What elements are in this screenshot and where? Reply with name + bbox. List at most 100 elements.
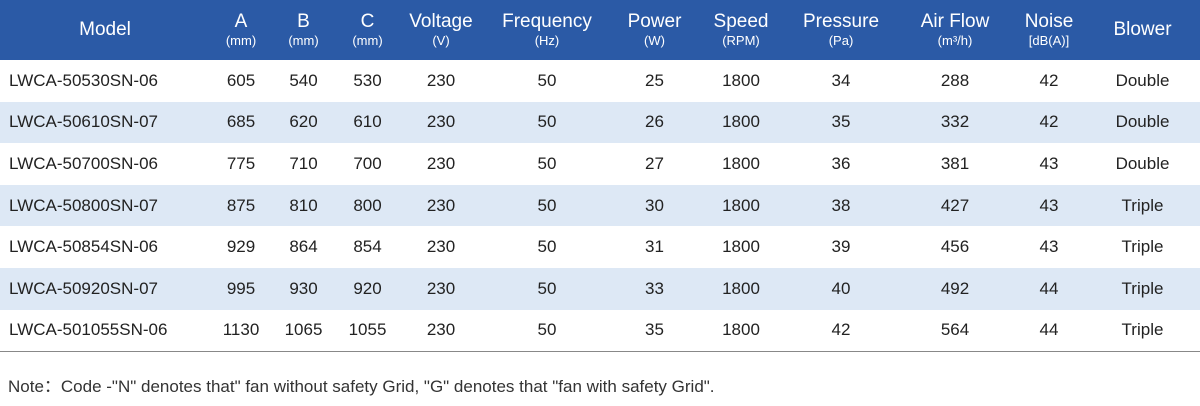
cell: 43 [1039, 153, 1059, 173]
cell: 995 [210, 267, 272, 310]
cell: 1800 [697, 309, 785, 353]
cell: 700 [353, 153, 382, 173]
cell: 35 [785, 101, 897, 144]
cell: 456 [940, 237, 970, 257]
cell: 1055 [335, 309, 400, 353]
cell: 27 [645, 153, 664, 173]
cell: 50 [537, 70, 557, 90]
table-row: LWCA-50530SN-06 605 540 530 230 50 25 1800 34 288… [0, 60, 1200, 102]
cell: 44 [1013, 267, 1085, 310]
cell: 610 [335, 101, 400, 144]
header-name: B [297, 11, 310, 33]
column-header: C (mm) [335, 0, 400, 60]
table-row: LWCA-50800SN-07 875 810 800 230 50 30 1800 38 427… [0, 184, 1200, 227]
cell: 33 [612, 267, 697, 310]
header-unit: [dB(A)] [1028, 33, 1070, 49]
cell: 50 [482, 267, 612, 310]
note: Note：Code -"N" denotes that" fan without… [8, 377, 715, 396]
column-header: B (mm) [272, 0, 335, 60]
cell: 38 [785, 184, 897, 227]
cell: 34 [831, 70, 851, 90]
cell: 800 [335, 184, 400, 227]
header-name: Speed [713, 11, 769, 33]
header-unit: (m³/h) [937, 33, 973, 49]
cell: 1800 [722, 70, 760, 90]
cell: 1065 [272, 309, 335, 353]
column-header: Noise [dB(A)] [1013, 0, 1085, 60]
table-row: LWCA-50610SN-07 685 620 610 230 50 26 1800 35 332… [0, 101, 1200, 144]
cell: 50 [482, 101, 612, 144]
cell: 42 [785, 309, 897, 353]
cell: 920 [335, 267, 400, 310]
cell: 44 [1013, 309, 1085, 353]
cell: 230 [426, 70, 456, 90]
cell: 30 [612, 184, 697, 227]
header-name: Air Flow [920, 11, 990, 33]
table-row: LWCA-50854SN-06 929 864 854 230 50 31 1800 39 456… [0, 226, 1200, 268]
header-name: Pressure [802, 11, 880, 33]
model-cell: LWCA-50530SN-06 [9, 70, 158, 90]
cell: 775 [226, 153, 256, 173]
cell: 930 [272, 267, 335, 310]
cell: 230 [426, 237, 456, 257]
model-cell: LWCA-501055SN-06 [0, 309, 210, 353]
cell: 875 [210, 184, 272, 227]
header-unit: (RPM) [722, 33, 760, 49]
cell: 230 [400, 101, 482, 144]
cell: 43 [1039, 237, 1059, 257]
header-name: Noise [1024, 11, 1074, 33]
header-name: Power [627, 11, 682, 33]
cell: 381 [940, 153, 970, 173]
header-unit: (V) [432, 33, 450, 49]
cell: 427 [897, 184, 1013, 227]
header-name: Blower [1113, 19, 1172, 41]
table-row: LWCA-501055SN-06 1130 1065 1055 230 50 35 1800 4… [0, 309, 1200, 353]
header-name: Model [79, 19, 131, 41]
cell: 710 [289, 153, 318, 173]
cell: 530 [353, 70, 382, 90]
header-unit: (W) [644, 33, 665, 49]
cell: 230 [400, 184, 482, 227]
table-row: LWCA-50700SN-06 775 710 700 230 50 27 1800 36 381… [0, 143, 1200, 185]
column-header: Blower [1085, 0, 1200, 60]
cell: 605 [226, 70, 256, 90]
cell: 31 [645, 237, 664, 257]
cell: 50 [537, 153, 557, 173]
cell: 39 [831, 237, 851, 257]
cell: Double [1115, 153, 1170, 173]
model-cell: LWCA-50920SN-07 [0, 267, 210, 310]
column-header: Pressure (Pa) [785, 0, 897, 60]
cell: 864 [289, 237, 318, 257]
cell: 620 [272, 101, 335, 144]
header-unit: (Hz) [534, 33, 560, 49]
cell: Double [1115, 70, 1170, 90]
cell: 50 [537, 237, 557, 257]
column-header: Power (W) [612, 0, 697, 60]
header-unit: (mm) [288, 33, 319, 49]
model-cell: LWCA-50610SN-07 [0, 101, 210, 144]
cell: 1800 [697, 184, 785, 227]
header-unit: (mm) [352, 33, 383, 49]
cell: 230 [426, 153, 456, 173]
column-header: Air Flow (m³/h) [897, 0, 1013, 60]
column-header: A (mm) [210, 0, 272, 60]
cell: 492 [897, 267, 1013, 310]
cell: 540 [289, 70, 318, 90]
model-cell: LWCA-50700SN-06 [9, 153, 158, 173]
header-name: C [360, 11, 375, 33]
column-header: Frequency (Hz) [482, 0, 612, 60]
header-unit: (mm) [225, 33, 257, 49]
cell: 26 [612, 101, 697, 144]
cell: Triple [1121, 237, 1164, 257]
header-name: Frequency [502, 11, 592, 33]
cell: 810 [272, 184, 335, 227]
cell: 25 [645, 70, 664, 90]
column-header: Speed (RPM) [697, 0, 785, 60]
cell: 230 [400, 309, 482, 353]
cell: 854 [353, 237, 382, 257]
cell: 1800 [697, 101, 785, 144]
header-name: A [234, 11, 248, 33]
cell: 1130 [210, 309, 272, 353]
cell: Triple [1085, 267, 1200, 310]
